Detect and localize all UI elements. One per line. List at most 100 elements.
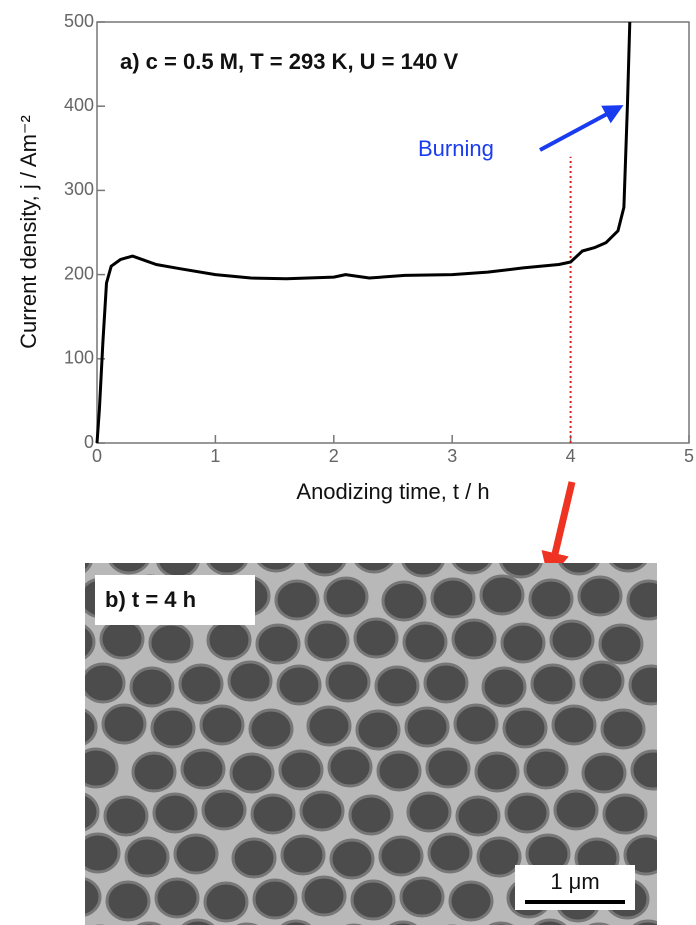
pore — [199, 704, 245, 746]
pore — [376, 750, 422, 792]
pore — [533, 918, 567, 925]
pore — [476, 836, 522, 878]
pore — [85, 747, 119, 789]
pore — [502, 707, 548, 749]
scale-bar-label: 1 μm — [550, 869, 599, 894]
label-box — [95, 575, 255, 625]
pore — [85, 662, 126, 704]
pore — [479, 574, 525, 616]
data-line — [95, 21, 632, 444]
pore — [549, 619, 595, 661]
pore — [301, 875, 347, 917]
y-tick-label: 0 — [84, 432, 94, 452]
pore — [628, 664, 657, 706]
pore — [350, 879, 396, 921]
pore — [609, 563, 647, 573]
pore — [329, 838, 375, 880]
pore — [523, 748, 569, 790]
pore — [154, 877, 200, 919]
pore — [180, 748, 226, 790]
pore — [558, 563, 600, 576]
pore — [152, 792, 198, 834]
pore — [423, 662, 469, 704]
pore — [85, 877, 102, 917]
pore — [201, 789, 247, 831]
y-tick-label: 100 — [64, 348, 94, 368]
pore — [528, 578, 574, 620]
pore — [257, 563, 295, 573]
pore — [276, 664, 322, 706]
pore — [229, 752, 275, 794]
pore — [355, 709, 401, 751]
pore — [455, 795, 501, 837]
pore — [388, 920, 418, 925]
link-arrow — [541, 481, 576, 581]
pore — [299, 790, 345, 832]
pore — [348, 794, 394, 836]
x-tick-label: 5 — [684, 446, 694, 466]
pore — [630, 749, 657, 791]
pore — [378, 835, 424, 877]
pore — [85, 832, 121, 874]
pore — [381, 580, 427, 622]
pore — [129, 666, 175, 708]
pore — [453, 703, 499, 745]
pore — [451, 618, 497, 660]
pore — [530, 663, 576, 705]
pore — [85, 563, 93, 574]
x-tick-label: 2 — [329, 446, 339, 466]
x-tick-label: 3 — [447, 446, 457, 466]
pore — [103, 795, 149, 837]
pore — [178, 663, 224, 705]
pore — [602, 793, 648, 835]
y-tick-label: 500 — [64, 11, 94, 31]
pore — [156, 563, 200, 579]
pore — [504, 792, 550, 834]
pore — [354, 563, 394, 574]
pore — [150, 707, 196, 749]
pore — [124, 836, 170, 878]
pore — [304, 620, 350, 662]
pore — [250, 793, 296, 835]
pore — [278, 749, 324, 791]
pore — [255, 623, 301, 665]
pore — [101, 703, 147, 745]
pore — [427, 832, 473, 874]
pore — [401, 563, 445, 578]
pore — [623, 834, 657, 876]
pore — [353, 617, 399, 659]
pore — [323, 576, 369, 618]
x-tick-label: 4 — [566, 446, 576, 466]
pore — [252, 878, 298, 920]
pore — [626, 579, 657, 621]
pore — [553, 789, 599, 831]
pore — [280, 919, 312, 925]
pore — [551, 704, 597, 746]
pore — [325, 661, 371, 703]
pore — [425, 747, 471, 789]
pore — [374, 665, 420, 707]
chart-title: a) c = 0.5 M, T = 293 K, U = 140 V — [120, 49, 458, 74]
pore — [85, 624, 96, 660]
pore — [303, 563, 347, 577]
pore — [231, 837, 277, 879]
pore — [274, 579, 320, 621]
image-label: b) t = 4 h — [105, 587, 196, 612]
pore — [406, 791, 452, 833]
pore — [206, 619, 252, 661]
pore — [248, 708, 294, 750]
pore — [327, 746, 373, 788]
pore — [399, 876, 445, 918]
pore — [148, 622, 194, 664]
x-axis-label: Anodizing time, t / h — [296, 479, 489, 504]
pore — [579, 660, 625, 702]
pore — [481, 666, 527, 708]
pore — [632, 919, 657, 925]
pore — [448, 880, 494, 922]
pore — [105, 880, 151, 922]
pore — [206, 563, 248, 576]
x-tick-label: 0 — [92, 446, 102, 466]
y-tick-label: 400 — [64, 95, 94, 115]
pore — [581, 752, 627, 794]
